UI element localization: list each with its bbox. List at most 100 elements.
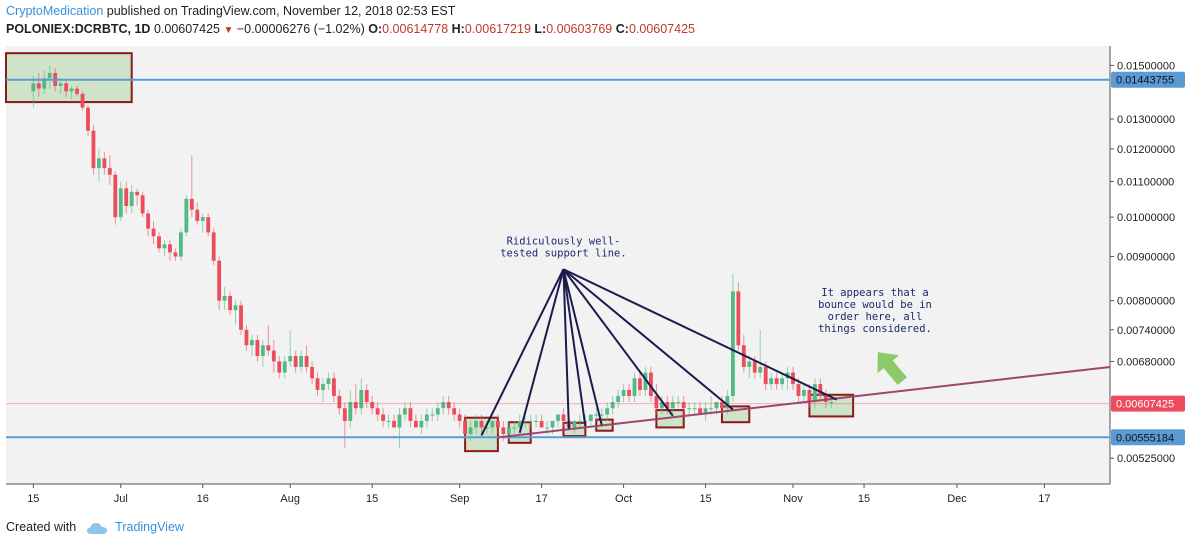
x-tick-label: Nov — [783, 493, 803, 505]
candle-body — [36, 83, 41, 89]
candle-body — [381, 414, 386, 421]
candle-body — [621, 389, 626, 396]
open-label: O: — [368, 22, 383, 36]
candle-body — [818, 384, 823, 396]
tradingview-cloud-icon — [86, 522, 107, 534]
candle-body — [632, 378, 637, 396]
annotation-pointer-line — [562, 269, 570, 429]
x-tick-label: 15 — [699, 493, 711, 505]
y-tick-label: 0.00525000 — [1117, 453, 1175, 465]
y-tick-label: 0.01000000 — [1117, 212, 1175, 224]
candle-body — [370, 402, 375, 409]
change-value: −0.00006276 (−1.02%) — [236, 22, 365, 36]
last-price-value: 0.00607425 — [153, 22, 220, 36]
candle-body — [648, 372, 653, 396]
close-value: 0.00607425 — [628, 22, 695, 36]
annotation-text: tested support line. — [500, 247, 626, 259]
candle-body — [495, 420, 500, 428]
candle-body — [501, 427, 506, 435]
candle-body — [812, 384, 817, 403]
candle-body — [277, 361, 282, 373]
tradingview-brand[interactable]: TradingView — [115, 520, 184, 534]
candle-body — [255, 340, 260, 356]
candle-body — [326, 378, 331, 385]
candle-body — [386, 420, 391, 422]
candle-body — [506, 427, 511, 435]
y-tick-label: 0.00680000 — [1117, 356, 1175, 368]
candle-body — [157, 236, 161, 249]
plot-background — [6, 46, 1110, 484]
candle-body — [747, 361, 752, 367]
candle-body — [534, 420, 539, 422]
x-tick-label: 17 — [1038, 493, 1050, 505]
candle-body — [337, 395, 342, 409]
candle-body — [463, 420, 468, 435]
candle-body — [86, 107, 90, 131]
candle-body — [42, 78, 47, 89]
candle-body — [299, 355, 304, 367]
candle-body — [703, 408, 708, 415]
candle-body — [512, 427, 517, 429]
y-tick-label: 0.01300000 — [1117, 114, 1175, 126]
candle-body — [315, 378, 320, 390]
y-tick-label: 0.01100000 — [1117, 176, 1174, 188]
candle-body — [195, 209, 200, 221]
candle-body — [687, 408, 692, 410]
candle-body — [250, 340, 254, 346]
x-tick-label: Oct — [615, 493, 632, 505]
candle-body — [75, 88, 79, 94]
candle-body — [763, 366, 768, 385]
candle-body — [162, 244, 167, 249]
candle-body — [736, 291, 741, 346]
x-tick-label: 15 — [366, 493, 378, 505]
bounce-arrow-shape — [877, 352, 907, 386]
x-tick-label: 16 — [197, 493, 209, 505]
candle-body — [659, 402, 664, 409]
candle-body — [233, 305, 238, 311]
candle-body — [572, 420, 577, 428]
price-label-background — [1111, 71, 1185, 88]
candle-body — [178, 232, 183, 257]
price-label-text: 0.00607425 — [1116, 399, 1174, 411]
candle-body — [588, 414, 593, 421]
annotation-pointer-line — [518, 268, 565, 433]
candle-body — [457, 414, 462, 421]
price-label-background — [1111, 395, 1185, 412]
candle-body — [244, 329, 249, 346]
candle-body — [638, 378, 642, 390]
candle-body — [485, 427, 489, 429]
candle-body — [616, 395, 621, 403]
candle-body — [474, 420, 478, 428]
candle-body — [452, 408, 457, 415]
price-chart[interactable]: 0.01500000 0.01300000 0.01200000 0.01100000… — [0, 40, 1188, 518]
author-link[interactable]: CryptoMedication — [6, 4, 104, 18]
x-tick-label: Sep — [450, 493, 470, 505]
candle-body — [774, 378, 779, 385]
candle-body — [129, 191, 134, 207]
candle-body — [577, 420, 582, 422]
candle-body — [392, 420, 396, 428]
candle-body — [47, 72, 52, 79]
x-tick-label: Dec — [947, 493, 967, 505]
candle-body — [670, 402, 675, 409]
candle-body — [222, 295, 227, 301]
candle-body — [80, 93, 85, 108]
candle-body — [375, 408, 380, 415]
candle-body — [539, 420, 544, 428]
down-triangle-icon: ▼ — [223, 25, 234, 36]
candle-body — [271, 350, 276, 362]
candle-body — [413, 420, 418, 428]
y-tick-label: 0.00900000 — [1117, 252, 1175, 264]
candle-body — [676, 402, 681, 404]
candle-body — [523, 420, 528, 422]
price-label-text: 0.00555184 — [1116, 432, 1174, 444]
x-tick-label: 15 — [858, 493, 870, 505]
candle-body — [698, 408, 703, 415]
annotation-pointer-line — [480, 268, 565, 436]
candle-body — [435, 408, 440, 415]
x-tick-label: 17 — [535, 493, 547, 505]
candle-body — [124, 188, 129, 207]
candle-body — [403, 408, 407, 415]
created-with-label: Created with — [6, 520, 77, 534]
candle-body — [725, 395, 730, 409]
